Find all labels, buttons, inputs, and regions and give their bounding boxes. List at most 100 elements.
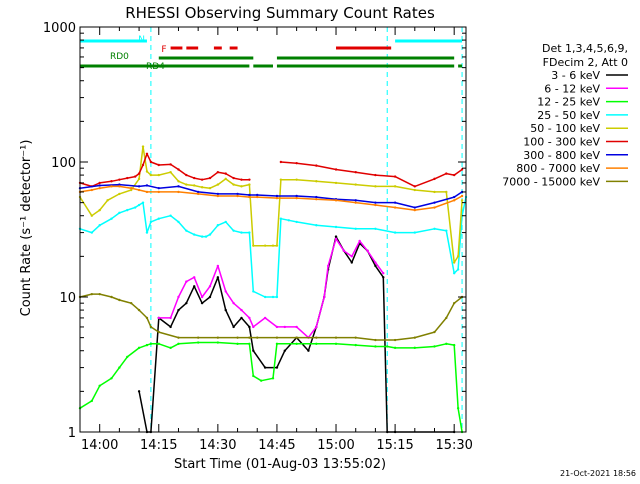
series-4-point [145, 170, 149, 173]
series-0-point [263, 366, 267, 369]
series-4-point [177, 180, 180, 183]
series-3-point [133, 206, 137, 209]
series-4-point [279, 178, 283, 181]
series-1-point [295, 325, 298, 329]
series-1-point [248, 316, 251, 320]
series-6-point [145, 184, 149, 187]
series-5-point [413, 185, 416, 188]
plot-frame [79, 26, 467, 433]
series-4-point [90, 214, 94, 217]
legend-header-line-1: Det 1,3,4,5,6,9, [542, 42, 628, 55]
x-tick-label-2: 14:30 [199, 438, 236, 453]
legend-label-2: 12 - 25 keV [537, 96, 600, 109]
legend-label-7: 800 - 7000 keV [516, 162, 600, 175]
series-7-point [452, 199, 456, 202]
series-2-point [295, 342, 298, 346]
series-7-point [110, 185, 113, 188]
series-0-point [193, 285, 196, 288]
series-1-point [283, 325, 287, 329]
series-0-point [374, 264, 377, 268]
series-2-point [169, 346, 172, 350]
series-2-point [98, 384, 101, 387]
series-6-point [374, 201, 377, 204]
series-4-point [240, 185, 243, 188]
series-1-point [275, 325, 279, 329]
flag-f-label: F [161, 45, 166, 55]
series-7-point [354, 201, 357, 204]
x-tick-label-5: 15:15 [376, 438, 413, 453]
series-2-point [386, 345, 389, 348]
legend-label-8: 7000 - 15000 keV [502, 175, 600, 188]
series-3-point [287, 219, 290, 222]
series-3-point [216, 224, 220, 227]
series-4-point [169, 171, 172, 174]
x-tick-label-3: 14:45 [258, 438, 295, 453]
plot-background [80, 27, 466, 432]
series-5-point [141, 163, 145, 167]
series-5-point [374, 173, 377, 177]
series-2-point [126, 355, 129, 359]
series-0-point [216, 276, 220, 279]
series-7-point [334, 199, 338, 202]
series-1-point [366, 249, 369, 252]
series-7-point [393, 206, 397, 209]
series-1-point [350, 255, 353, 258]
series-0-point [248, 325, 251, 329]
series-3-point [208, 233, 212, 236]
plot-area [80, 27, 466, 432]
series-0-point [232, 325, 235, 329]
series-3-point [193, 233, 196, 236]
series-7-point [177, 190, 180, 194]
series-5-point [216, 171, 220, 174]
series-2-point [90, 399, 94, 403]
flag-rd0-label: RD0 [110, 52, 129, 62]
series-4-point [208, 186, 212, 190]
series-6-point [256, 193, 259, 197]
series-8-point [248, 336, 251, 339]
series-6-point [393, 201, 397, 204]
legend-label-5: 100 - 300 keV [523, 136, 600, 149]
series-8-point [118, 298, 121, 302]
series-6-point [413, 206, 416, 209]
chart-title: RHESSI Observing Summary Count Rates [125, 4, 435, 22]
series-8-point [445, 316, 448, 320]
legend-label-3: 25 - 50 keV [537, 109, 600, 122]
series-4-point [334, 181, 338, 185]
series-8-point [90, 292, 94, 296]
series-3-point [374, 227, 377, 231]
series-2-point [252, 374, 255, 378]
series-5-point [185, 173, 188, 177]
series-2-point [137, 346, 141, 350]
series-7-point [275, 196, 279, 200]
series-4-point [224, 177, 227, 181]
series-8-point [452, 301, 456, 305]
series-0-point [224, 308, 227, 312]
legend-label-4: 50 - 100 keV [530, 122, 600, 135]
series-5-point [145, 152, 149, 156]
y-axis-label: Count Rate (s⁻¹ detector⁻¹) [19, 140, 34, 317]
series-7-point [137, 188, 141, 192]
series-5-point [295, 161, 298, 165]
series-1-point [334, 237, 338, 240]
series-1-point [157, 316, 160, 320]
x-axis-label: Start Time (01-Aug-03 13:55:02) [174, 457, 386, 472]
series-1-point [232, 301, 235, 305]
series-8-point [110, 295, 113, 299]
series-5-point [393, 175, 397, 178]
series-4-point [185, 183, 188, 186]
series-3-point [433, 227, 436, 231]
series-2-point [452, 343, 456, 347]
series-4-point [193, 184, 196, 187]
series-1-point [382, 272, 385, 275]
series-6-point [295, 194, 298, 198]
series-2-point [334, 342, 338, 346]
series-3-point [98, 224, 101, 227]
series-4-point [445, 190, 448, 194]
series-3-point [232, 229, 235, 232]
series-5-point [279, 160, 283, 164]
series-4-point [433, 190, 436, 194]
series-3-point [177, 220, 180, 224]
series-6-point [98, 184, 101, 187]
series-2-point [354, 343, 357, 347]
series-3-point [126, 208, 129, 212]
